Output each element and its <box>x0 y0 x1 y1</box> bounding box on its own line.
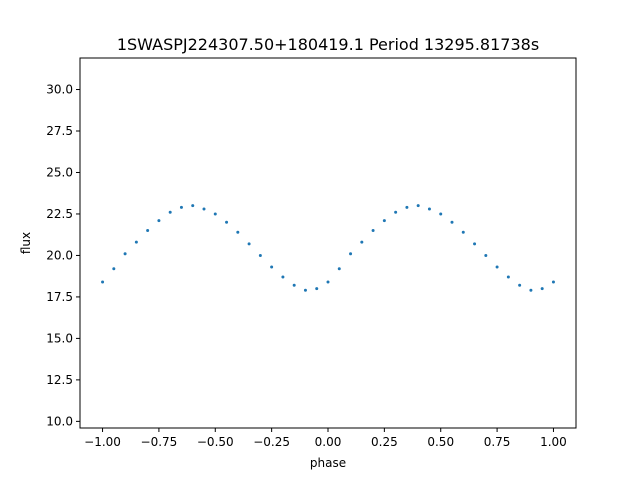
x-tick-label: 0.75 <box>484 435 511 449</box>
data-point <box>540 287 544 291</box>
data-point <box>473 242 477 246</box>
data-point <box>495 265 499 269</box>
x-tick-label: −0.50 <box>197 435 234 449</box>
y-tick-label: 12.5 <box>46 373 73 387</box>
data-point <box>439 212 443 216</box>
data-point <box>315 287 319 291</box>
data-point <box>134 240 138 244</box>
data-point <box>157 219 161 223</box>
data-point <box>146 229 150 233</box>
data-point <box>484 253 488 257</box>
data-point <box>179 205 183 209</box>
data-point <box>326 280 330 284</box>
data-point <box>213 212 217 216</box>
data-point <box>123 252 127 256</box>
x-tick-label: −0.75 <box>141 435 178 449</box>
x-axis-ticks: −1.00 −0.75 −0.50 −0.25 0.00 0.25 0.50 0.75 1.00 <box>84 428 567 449</box>
data-point <box>529 288 533 292</box>
x-tick-label: −0.25 <box>253 435 290 449</box>
y-tick-label: 30.0 <box>46 83 73 97</box>
data-point <box>427 207 431 211</box>
data-point <box>450 220 454 224</box>
y-tick-label: 22.5 <box>46 207 73 221</box>
y-tick-label: 17.5 <box>46 290 73 304</box>
data-point <box>191 204 195 208</box>
y-tick-label: 15.0 <box>46 331 73 345</box>
x-tick-label: 1.00 <box>540 435 567 449</box>
data-point <box>506 275 510 279</box>
y-tick-label: 10.0 <box>46 414 73 428</box>
data-point <box>371 229 375 233</box>
y-axis-ticks: 10.0 12.5 15.0 17.5 20.0 22.5 25.0 27.5 30.0 <box>46 83 80 428</box>
data-point <box>112 267 116 271</box>
data-point <box>360 240 364 244</box>
x-tick-label: −1.00 <box>84 435 121 449</box>
x-tick-label: 0.25 <box>371 435 398 449</box>
data-point <box>303 288 307 292</box>
chart-title: 1SWASPJ224307.50+180419.1 Period 13295.8… <box>117 35 539 54</box>
data-point <box>202 207 206 211</box>
y-axis-label: flux <box>19 232 33 254</box>
y-tick-label: 27.5 <box>46 124 73 138</box>
data-point <box>236 230 240 234</box>
data-point <box>394 210 398 214</box>
data-point <box>292 283 296 287</box>
y-tick-label: 20.0 <box>46 248 73 262</box>
data-point <box>337 267 341 271</box>
data-point <box>382 219 386 223</box>
data-point <box>416 204 420 208</box>
x-axis-label: phase <box>310 456 346 470</box>
data-point <box>551 280 555 284</box>
data-point <box>258 253 262 257</box>
data-point <box>101 280 105 284</box>
data-point <box>270 265 274 269</box>
data-point <box>168 210 172 214</box>
data-point <box>281 275 285 279</box>
data-point <box>225 220 229 224</box>
x-tick-label: 0.00 <box>315 435 342 449</box>
y-tick-label: 25.0 <box>46 165 73 179</box>
data-point <box>247 242 251 246</box>
scatter-points <box>101 204 555 292</box>
data-point <box>405 205 409 209</box>
data-point <box>349 252 353 256</box>
data-point <box>518 283 522 287</box>
x-tick-label: 0.50 <box>427 435 454 449</box>
data-point <box>461 230 465 234</box>
